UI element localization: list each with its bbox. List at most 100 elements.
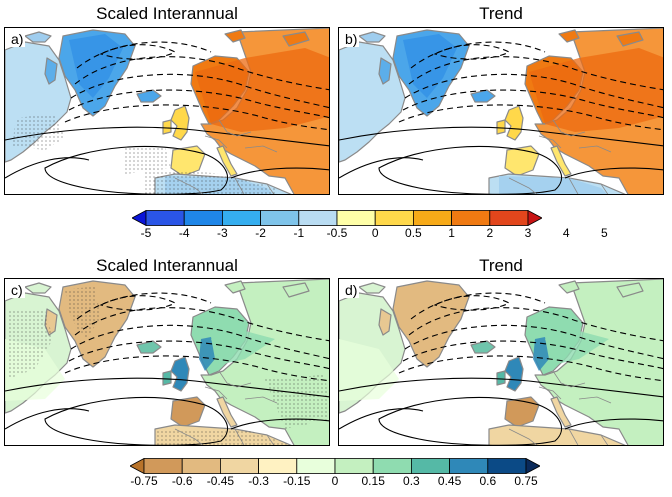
colorbar-segment: [336, 210, 376, 226]
region-africa: [488, 424, 626, 445]
contour-negative: [398, 104, 663, 131]
map-d-canvas: [339, 279, 663, 445]
wet-anomaly-scandinavia: [211, 331, 275, 365]
country-border: [578, 145, 612, 153]
colorbar-segment: [372, 458, 412, 474]
country-border: [234, 177, 245, 194]
country-border: [218, 370, 252, 388]
country-border: [538, 135, 562, 149]
region-uk: [170, 105, 190, 141]
region-novaya: [616, 282, 644, 298]
cbar-temp-bar: [131, 209, 543, 227]
panel-a-title: Scaled Interannual: [96, 4, 238, 23]
colorbar-tick-label: -0.5: [326, 226, 348, 240]
colorbar-tick-label: -0.15: [283, 474, 311, 488]
contour-positive: [5, 408, 90, 430]
country-border: [174, 428, 204, 445]
significance-stippling: [125, 146, 171, 174]
region-svalbard: [224, 29, 246, 43]
colorbar-segment: [298, 210, 338, 226]
contour-positive: [5, 157, 90, 179]
significance-stippling: [7, 309, 53, 379]
country-border: [600, 183, 609, 194]
colorbar-tick-label: -0.75: [130, 474, 158, 488]
contour-negative: [70, 324, 329, 360]
colorbar-tick-label: -0.45: [206, 474, 235, 488]
canada-moist-band: [339, 339, 399, 401]
region-uk: [504, 356, 524, 392]
colorbar-segment: [410, 458, 450, 474]
contour-negative: [408, 307, 663, 342]
colorbar-tick-label: -3: [217, 226, 228, 240]
map-panel-c: c): [4, 278, 330, 446]
colorbar-segment: [489, 210, 529, 226]
significance-stippling: [265, 375, 329, 429]
country-border: [508, 177, 538, 194]
region-baffin: [44, 57, 58, 85]
contour-negative: [68, 89, 329, 119]
contour-positive: [5, 377, 329, 398]
colorbar-segment: [181, 458, 221, 474]
temperature-colorbar: -5 -4 -3 -2 -1 -0.5 0 0.5 1 2 3 4 5: [131, 209, 608, 244]
contour-negative: [76, 41, 212, 69]
contour-positive: [339, 408, 424, 430]
contour-positive: [44, 396, 228, 445]
panel-b-label: b): [343, 31, 360, 47]
region-italy: [216, 145, 238, 177]
region-arcticIsles: [358, 31, 386, 43]
panel-d-title: Trend: [479, 256, 523, 275]
country-border: [552, 119, 586, 137]
country-border: [568, 177, 579, 194]
contour-negative: [398, 355, 663, 382]
colorbar-segment: [143, 458, 183, 474]
wet-anomaly-norway: [533, 337, 549, 371]
wet-anomaly-scandinavia: [545, 331, 609, 365]
region-novaya: [282, 282, 310, 298]
contour-negative: [402, 340, 663, 370]
contour-negative: [433, 295, 511, 311]
map-panel-b: b): [338, 27, 664, 195]
region-uk: [170, 356, 190, 392]
country-border: [174, 177, 204, 194]
contour-negative: [99, 295, 177, 311]
significance-stippling: [65, 287, 101, 339]
country-border: [204, 386, 228, 400]
region-novaya: [616, 31, 644, 47]
colorbar-tick-label: 0.5: [405, 226, 422, 240]
map-panel-a: a): [4, 27, 330, 195]
country-border: [578, 396, 612, 404]
contour-positive: [378, 396, 562, 445]
colorbar-left-triangle: [129, 457, 145, 475]
contour-positive: [230, 167, 329, 179]
africa-cool-band: [499, 176, 607, 194]
country-border: [266, 434, 275, 445]
region-novaya: [282, 31, 310, 47]
contour-positive: [378, 145, 562, 194]
colorbar-tick-label: -5: [140, 226, 152, 240]
contour-positive: [564, 167, 663, 179]
region-arcticIsles: [24, 31, 52, 43]
colorbar-tick-label: 0.6: [479, 474, 497, 488]
colorbar-segment: [412, 210, 452, 226]
contour-positive: [339, 126, 663, 147]
country-border: [266, 183, 275, 194]
colorbar-tick-label: -1: [293, 226, 305, 240]
panel-c-title: Scaled Interannual: [96, 256, 238, 275]
map-panel-d: d): [338, 278, 664, 446]
colorbar-segment: [296, 458, 336, 474]
colorbar-tick-label: 4: [562, 226, 570, 240]
region-svalbard: [558, 280, 580, 294]
contour-negative: [74, 307, 329, 342]
colorbar-tick-label: -0.3: [248, 474, 269, 488]
wet-anomaly-norway: [199, 337, 215, 371]
colorbar-segment: [451, 210, 491, 226]
country-border: [568, 428, 579, 445]
region-ireland: [162, 119, 172, 135]
panel-a-label: a): [9, 31, 26, 47]
colorbar-tick-label: 0.75: [514, 474, 538, 488]
contour-negative: [404, 324, 663, 360]
panel-c-label: c): [9, 282, 25, 298]
region-arcticIsles: [24, 282, 52, 294]
colorbar-segment: [222, 210, 262, 226]
country-border: [234, 428, 245, 445]
